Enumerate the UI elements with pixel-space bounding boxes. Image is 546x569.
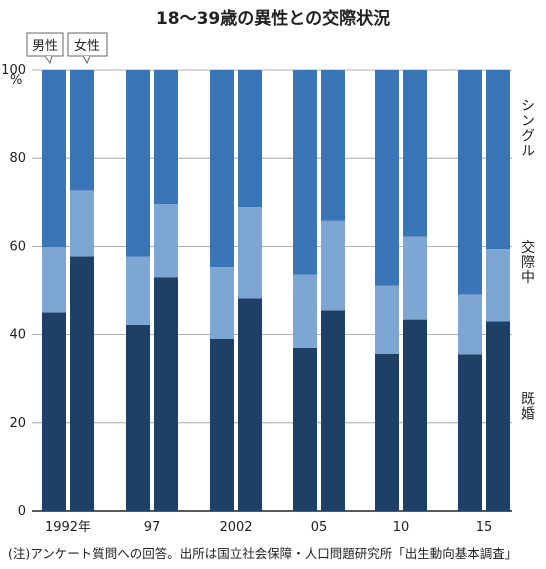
y-tick-label: 20 xyxy=(9,416,26,431)
bar-segment xyxy=(293,347,317,511)
y-unit: % xyxy=(10,73,22,88)
bar-segment xyxy=(42,247,66,313)
series-label: シングル xyxy=(519,98,535,158)
bar-segment xyxy=(238,207,262,299)
bar-segment xyxy=(42,312,66,511)
y-tick-label: 80 xyxy=(9,151,26,166)
x-axis: 1992年 97 2002 05 10 15 xyxy=(45,520,492,535)
bar-segment xyxy=(375,354,399,511)
bar-segment xyxy=(321,70,345,221)
x-tick-label: 2002 xyxy=(219,520,252,535)
chart-title: 18〜39歳の異性との交際状況 xyxy=(156,8,390,29)
bar-segment xyxy=(238,298,262,511)
bar-segment xyxy=(486,249,510,322)
legend-male: 男性 xyxy=(26,32,64,65)
bar-segment xyxy=(238,70,262,208)
bar-segment xyxy=(458,354,482,511)
bar-segment xyxy=(70,190,94,257)
bar-segment xyxy=(403,319,427,511)
bar-segment xyxy=(486,321,510,511)
y-tick-label: 0 xyxy=(18,504,26,519)
bar-segment xyxy=(70,70,94,191)
x-tick-label: 97 xyxy=(144,520,161,535)
bar-segment xyxy=(403,70,427,237)
y-tick-label: 60 xyxy=(9,239,26,254)
bar-segment xyxy=(321,310,345,511)
x-tick-label: 05 xyxy=(311,520,328,535)
source-note: (注)アンケート質問への回答。出所は国立社会保障・人口問題研究所「出生動向基本調… xyxy=(8,546,517,561)
bar-segment xyxy=(375,70,399,286)
bar-segment xyxy=(486,70,510,250)
bar-segment xyxy=(154,277,178,511)
legend: 男性 女性 xyxy=(26,32,108,65)
legend-female-pointer xyxy=(82,55,91,65)
bar-segment xyxy=(293,70,317,275)
series-label: 交際中 xyxy=(519,239,535,285)
legend-female-label: 女性 xyxy=(74,38,100,54)
bar-segment xyxy=(321,220,345,311)
x-tick-label: 10 xyxy=(393,520,410,535)
legend-female: 女性 xyxy=(67,32,108,65)
bar-segment xyxy=(154,204,178,278)
bar-segment xyxy=(70,256,94,511)
bar-segment xyxy=(293,274,317,348)
bar-segment xyxy=(210,339,234,511)
y-axis: 0 20 40 60 80 100 xyxy=(1,63,512,519)
bar-segment xyxy=(403,236,427,320)
legend-male-label: 男性 xyxy=(32,39,58,54)
bar-segment xyxy=(42,70,66,248)
legend-male-pointer xyxy=(44,55,53,65)
bar-segment xyxy=(126,256,150,325)
x-tick-label: 15 xyxy=(476,520,493,535)
bar-segment xyxy=(458,294,482,355)
bar-segment xyxy=(154,70,178,205)
x-tick-label: 1992年 xyxy=(45,520,91,535)
y-tick-label: 100 xyxy=(1,63,26,78)
bars xyxy=(42,70,510,511)
bar-segment xyxy=(126,70,150,257)
bar-segment xyxy=(126,324,150,511)
y-tick-label: 40 xyxy=(9,328,26,343)
bar-segment xyxy=(458,70,482,295)
bar-segment xyxy=(210,267,234,340)
series-label: 既婚 xyxy=(519,391,535,421)
bar-segment xyxy=(210,70,234,268)
bar-segment xyxy=(375,285,399,355)
